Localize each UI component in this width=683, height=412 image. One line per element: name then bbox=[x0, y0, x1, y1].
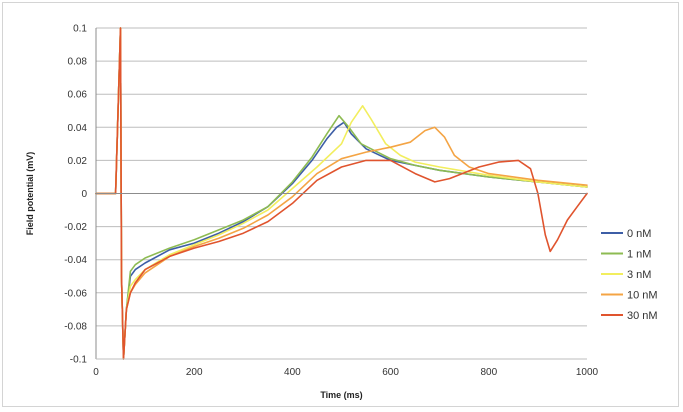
y-axis-label: Field potential (mV) bbox=[25, 152, 35, 236]
series-line-30-nm bbox=[95, 27, 588, 360]
legend-label: 10 nM bbox=[627, 290, 658, 302]
y-tick-label: -0.08 bbox=[64, 321, 87, 332]
x-axis-label: Time (ms) bbox=[320, 390, 362, 400]
y-tick-labels: -0.1 -0.08 -0.06 -0.04 -0.02 0 0.02 0.04 0.06 0.0… bbox=[64, 24, 87, 366]
x-tick-labels: 0 200 400 600 800 1000 bbox=[93, 367, 598, 378]
legend-label: 0 nM bbox=[627, 228, 651, 240]
legend-label: 30 nM bbox=[627, 310, 658, 322]
chart-frame: 0 200 400 600 800 1000 -0.1 -0.08 -0.06 -0.04 -0.… bbox=[2, 2, 679, 407]
y-tick-label: 0.02 bbox=[68, 156, 88, 167]
x-tick-label: 0 bbox=[93, 367, 99, 378]
x-tick-label: 200 bbox=[186, 367, 203, 378]
legend-label: 1 nM bbox=[627, 249, 651, 261]
line-chart: 0 200 400 600 800 1000 -0.1-0.08-0.06-0.04-0.… bbox=[25, 24, 658, 401]
x-tick-label: 800 bbox=[480, 367, 497, 378]
y-tick-label: -0.04 bbox=[64, 255, 87, 266]
x-tick-label: 1000 bbox=[576, 367, 599, 378]
series-lines bbox=[95, 27, 588, 360]
gridlines bbox=[96, 27, 587, 360]
axes bbox=[95, 28, 587, 360]
legend-label: 3 nM bbox=[627, 269, 651, 281]
x-tick-label: 600 bbox=[382, 367, 399, 378]
y-tick-label: -0.02 bbox=[64, 222, 87, 233]
y-tick-label: 0 bbox=[81, 189, 87, 200]
y-tick-label: 0.06 bbox=[68, 90, 88, 101]
y-tick-label: 0.08 bbox=[68, 57, 88, 68]
y-tick-label: -0.06 bbox=[64, 288, 87, 299]
x-tick-label: 400 bbox=[284, 367, 301, 378]
y-tick-label: 0.1 bbox=[73, 24, 87, 35]
y-tick-label: 0.04 bbox=[68, 123, 88, 134]
legend: 0 nM 1 nM 3 nM 10 nM 30 nM bbox=[601, 228, 658, 322]
y-tick-label: -0.1 bbox=[70, 355, 88, 366]
